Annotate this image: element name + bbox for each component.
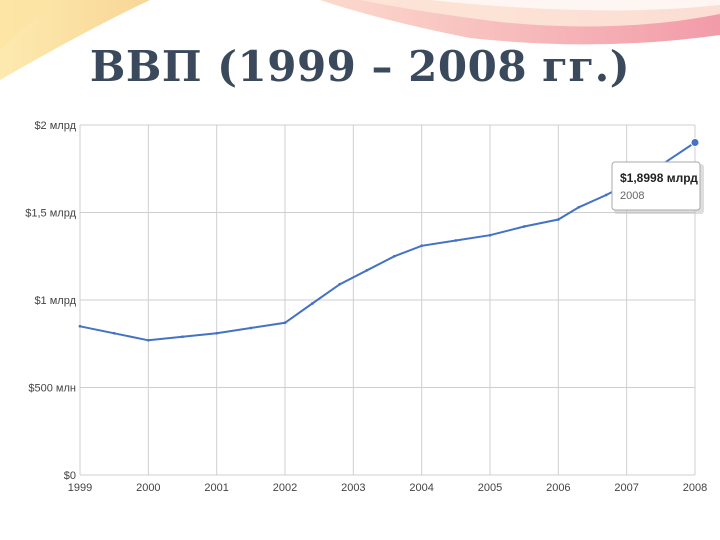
data-point[interactable] <box>215 331 219 335</box>
x-tick-label: 2004 <box>409 482 433 494</box>
data-point[interactable] <box>78 324 82 328</box>
data-point[interactable] <box>249 326 253 330</box>
data-point[interactable] <box>112 331 116 335</box>
data-point[interactable] <box>488 233 492 237</box>
highlight-point[interactable] <box>690 138 700 148</box>
data-point[interactable] <box>338 282 342 286</box>
data-point[interactable] <box>420 244 424 248</box>
y-tick-label: $2 млрд <box>34 120 76 132</box>
data-point[interactable] <box>577 205 581 209</box>
y-tick-label: $1,5 млрд <box>25 208 76 220</box>
data-point[interactable] <box>604 193 608 197</box>
tooltip-label: 2008 <box>620 190 644 202</box>
data-point[interactable] <box>556 218 560 221</box>
decorative-banner <box>0 0 720 80</box>
x-tick-label: 1999 <box>68 482 92 494</box>
x-tick-label: 2007 <box>614 482 638 494</box>
data-point[interactable] <box>146 338 150 342</box>
y-tick-label: $0 <box>64 470 76 482</box>
x-tick-label: 2005 <box>478 482 502 494</box>
data-point[interactable] <box>181 335 184 339</box>
data-point[interactable] <box>522 225 526 228</box>
series-line <box>79 141 696 342</box>
y-axis: $0 $500 млн $1 млрд $1,5 млрд $2 млрд <box>25 120 76 482</box>
x-tick-label: 2003 <box>341 482 365 494</box>
data-point[interactable] <box>454 239 458 242</box>
y-tick-label: $500 млн <box>28 383 76 395</box>
tooltip-value: $1,8998 млрд <box>620 171 698 185</box>
x-axis: 1999 2000 2001 2002 2003 2004 2005 2006 2007 2008 <box>68 482 707 494</box>
series-layer <box>78 141 697 342</box>
data-point[interactable] <box>310 302 314 305</box>
tooltip-box <box>611 161 701 211</box>
y-tick-label: $1 млрд <box>34 295 76 307</box>
data-point[interactable] <box>365 268 369 272</box>
x-tick-label: 2006 <box>546 482 570 494</box>
x-tick-label: 2008 <box>683 482 707 494</box>
data-point[interactable] <box>392 254 396 258</box>
x-tick-label: 2001 <box>204 482 228 494</box>
page-title: ВВП (1999 – 2008 гг.) <box>89 42 631 91</box>
data-point[interactable] <box>283 321 287 325</box>
chart-grid <box>79 124 696 476</box>
data-tooltip: $1,8998 млрд 2008 <box>611 138 704 214</box>
x-tick-label: 2000 <box>136 482 160 494</box>
x-tick-label: 2002 <box>273 482 297 494</box>
